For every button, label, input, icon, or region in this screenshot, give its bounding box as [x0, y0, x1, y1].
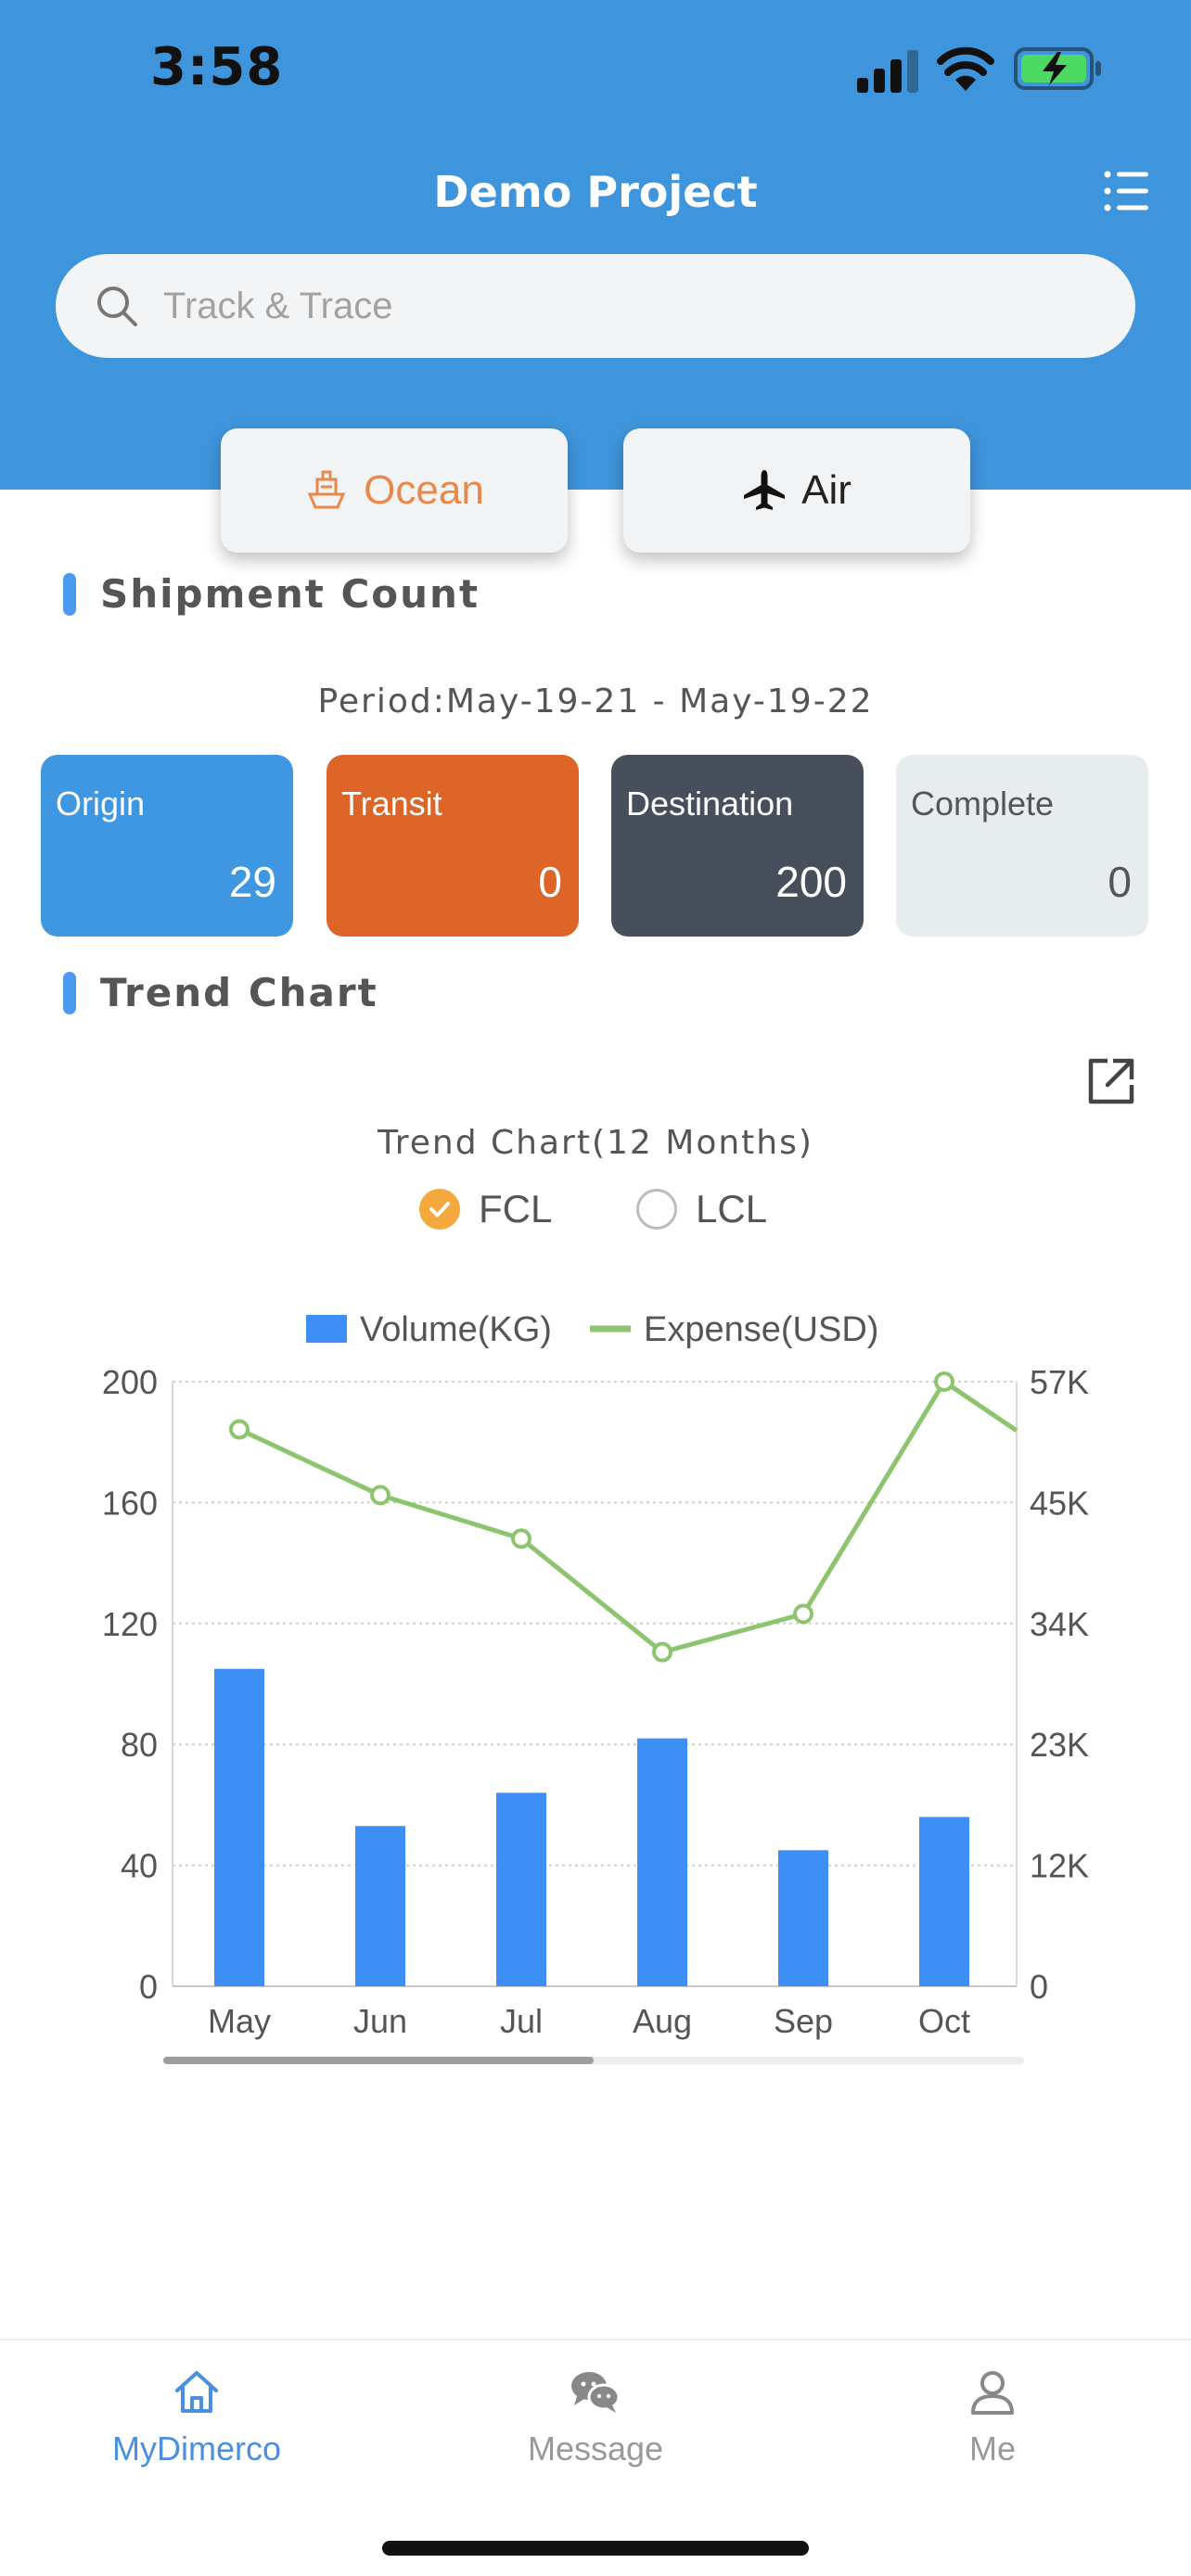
- expense-point: [793, 1603, 813, 1625]
- card-value: 0: [1108, 858, 1132, 906]
- right-axis-tick: 23K: [1030, 1726, 1089, 1764]
- wifi-icon: [937, 46, 994, 91]
- search-icon: [97, 287, 137, 326]
- expense-point: [370, 1485, 391, 1506]
- right-axis-tick: 0: [1030, 1968, 1048, 2006]
- home-indicator: [382, 2541, 809, 2556]
- legend-expense-label: Expense(USD): [644, 1310, 878, 1349]
- volume-bar: [355, 1826, 405, 1986]
- left-axis-tick: 200: [102, 1363, 158, 1401]
- volume-bar: [214, 1668, 264, 1986]
- volume-bar: [637, 1738, 687, 1986]
- card-label: Transit: [341, 784, 442, 823]
- x-axis-tick: Jun: [353, 2002, 407, 2040]
- battery-charging-icon: [1014, 47, 1101, 90]
- expense-point: [511, 1528, 531, 1549]
- fcl-label: FCL: [479, 1187, 553, 1231]
- left-axis-tick: 40: [121, 1847, 158, 1885]
- volume-bar: [496, 1792, 546, 1986]
- air-mode-label: Air: [801, 467, 852, 513]
- expense-point: [229, 1419, 250, 1440]
- expense-point: [652, 1641, 672, 1663]
- right-axis-tick: 12K: [1030, 1847, 1089, 1885]
- air-mode-button[interactable]: Air: [623, 428, 970, 553]
- card-value: 0: [538, 858, 562, 906]
- header-background: [0, 0, 1191, 490]
- x-axis-tick: May: [208, 2002, 271, 2040]
- ship-icon: [307, 470, 346, 509]
- section-accent-bar: [63, 971, 76, 1014]
- left-axis-tick: 160: [102, 1484, 158, 1522]
- status-bar: 3:58: [0, 0, 1191, 139]
- tab-label: MyDimerco: [111, 2429, 281, 2468]
- section-accent-bar: [63, 572, 76, 616]
- chart-subtitle: Trend Chart(12 Months): [378, 1124, 813, 1162]
- external-link-icon[interactable]: [1085, 1055, 1137, 1107]
- person-icon: [971, 2371, 1014, 2415]
- tab-bar: MyDimerco Message Me: [0, 2339, 1191, 2576]
- right-axis-tick: 45K: [1030, 1484, 1089, 1522]
- transit-count-card[interactable]: Transit 0: [327, 755, 579, 937]
- tab-label: Message: [527, 2429, 664, 2468]
- checkmark-icon: [419, 1189, 460, 1230]
- left-axis-tick: 80: [121, 1726, 158, 1764]
- trend-chart-section: Trend Chart: [63, 970, 378, 1015]
- trend-chart: 0 40 80 120 160 200 0 12K 23K 34K 45K 57K May Jun Jul A…: [102, 1310, 1089, 2064]
- trend-chart-title: Trend Chart: [100, 970, 378, 1015]
- expense-line: [237, 1379, 1018, 1655]
- left-axis-tick: 120: [102, 1605, 158, 1643]
- airplane-icon: [744, 470, 786, 510]
- search-input[interactable]: [163, 285, 998, 327]
- volume-bar: [919, 1817, 969, 1986]
- legend-volume-label: Volume(KG): [360, 1310, 552, 1349]
- tab-label: Me: [968, 2429, 1016, 2468]
- status-time: 3:58: [150, 37, 284, 97]
- x-axis-tick: Sep: [774, 2002, 833, 2040]
- lcl-label: LCL: [696, 1187, 768, 1231]
- card-value: 29: [228, 858, 276, 906]
- tab-me[interactable]: Me: [872, 2368, 1113, 2468]
- chat-bubbles-icon: [571, 2372, 621, 2413]
- shipment-count-section: Shipment Count: [63, 571, 480, 617]
- lcl-radio[interactable]: LCL: [636, 1187, 767, 1231]
- ocean-mode-button[interactable]: Ocean: [221, 428, 568, 553]
- x-axis-tick: Oct: [918, 2002, 970, 2040]
- complete-count-card[interactable]: Complete 0: [896, 755, 1148, 937]
- list-menu-icon[interactable]: [1102, 167, 1150, 215]
- cellular-signal-icon: [857, 50, 918, 93]
- origin-count-card[interactable]: Origin 29: [41, 755, 293, 937]
- x-axis-tick: Aug: [633, 2002, 692, 2040]
- card-label: Destination: [626, 784, 794, 823]
- card-label: Origin: [56, 784, 146, 823]
- right-axis-tick: 34K: [1030, 1605, 1089, 1643]
- chart-scrollbar-thumb: [163, 2057, 594, 2064]
- period-label: Period:May-19-21 - May-19-22: [317, 682, 874, 721]
- destination-count-card[interactable]: Destination 200: [611, 755, 864, 937]
- home-icon: [175, 2371, 218, 2413]
- card-label: Complete: [911, 784, 1055, 823]
- search-bar[interactable]: [56, 254, 1135, 358]
- tab-message[interactable]: Message: [475, 2368, 716, 2468]
- expense-point: [934, 1371, 954, 1392]
- radio-empty-icon: [636, 1189, 677, 1230]
- legend-volume-swatch: [306, 1315, 347, 1343]
- shipment-count-title: Shipment Count: [100, 571, 480, 617]
- left-axis-tick: 0: [139, 1968, 158, 2006]
- ocean-mode-label: Ocean: [364, 467, 484, 513]
- fcl-radio[interactable]: FCL: [419, 1187, 552, 1231]
- page-title: Demo Project: [433, 167, 758, 217]
- card-value: 200: [775, 858, 847, 906]
- volume-bar: [778, 1850, 828, 1986]
- right-axis-tick: 57K: [1030, 1363, 1089, 1401]
- x-axis-tick: Jul: [500, 2002, 543, 2040]
- tab-mydimerco[interactable]: MyDimerco: [76, 2368, 317, 2468]
